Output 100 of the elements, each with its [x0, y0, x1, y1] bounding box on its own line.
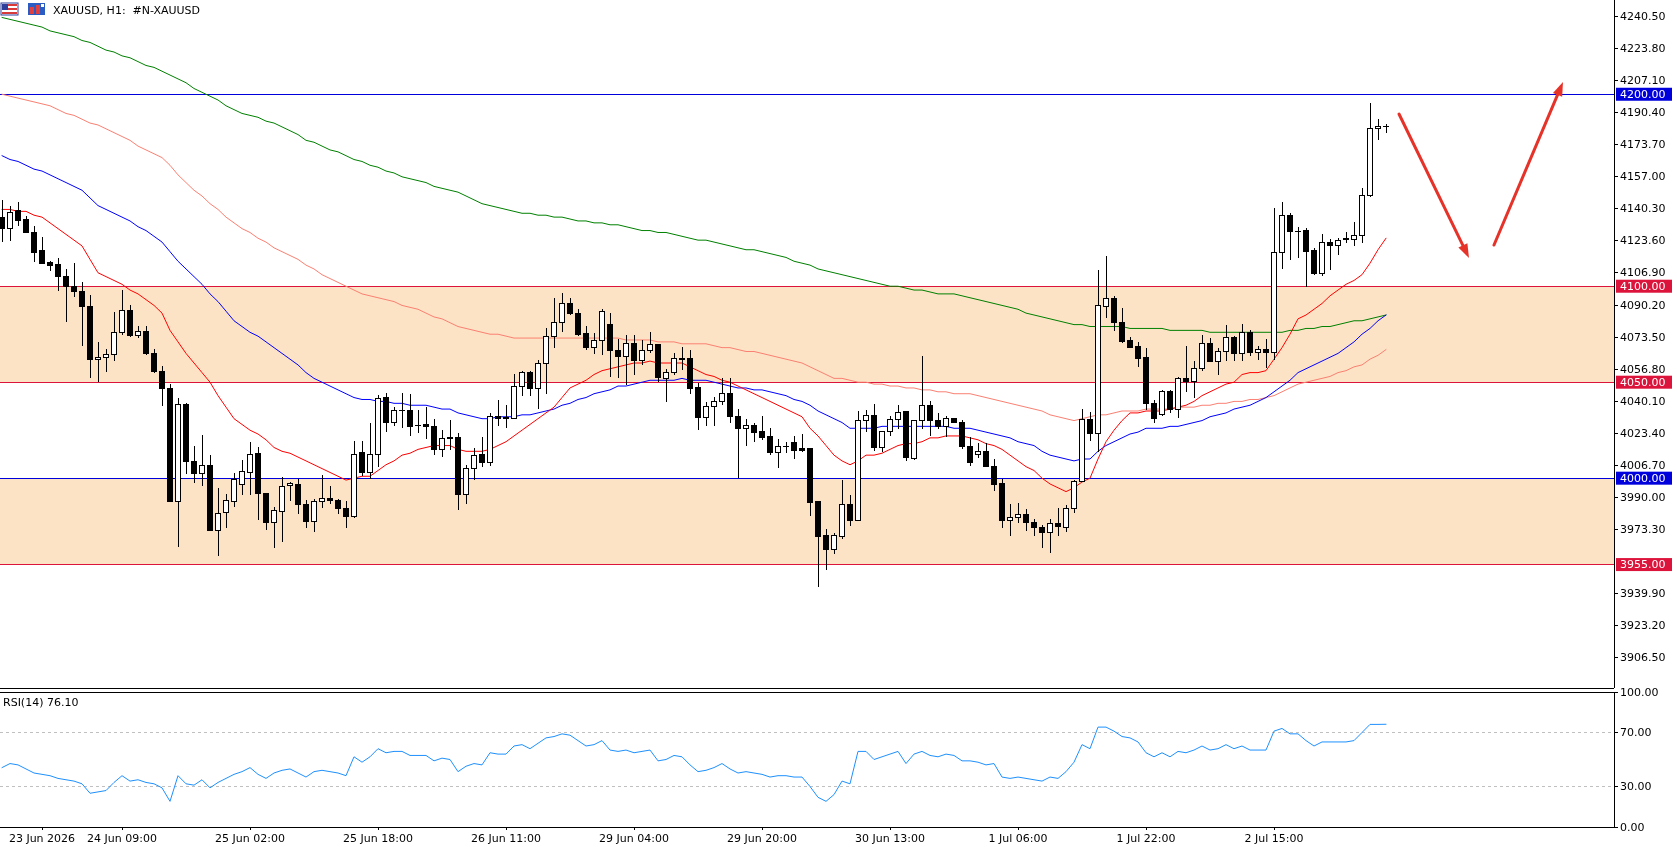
candlestick [967, 436, 973, 467]
candlestick [23, 215, 29, 234]
candlestick [7, 205, 13, 242]
candlestick [1223, 324, 1229, 362]
candlestick [383, 392, 389, 433]
candlestick [599, 308, 605, 356]
candlestick [503, 404, 509, 429]
candlestick [231, 472, 237, 508]
y-tick-label: 100.00 [1620, 685, 1659, 699]
candlestick [39, 236, 45, 265]
candlestick [1239, 323, 1245, 362]
y-tick-label: 4106.90 [1620, 266, 1666, 280]
candlestick [911, 419, 917, 461]
x-tick-label: 25 Jun 18:00 [343, 831, 413, 845]
candlestick [839, 479, 845, 540]
candlestick [359, 440, 365, 477]
ref-line-label: 4100.00 [1620, 279, 1666, 293]
candlestick [1071, 479, 1077, 514]
candlestick [1383, 123, 1389, 134]
candlestick [1231, 335, 1237, 362]
y-tick-label: 4240.50 [1620, 10, 1666, 24]
candlestick [1087, 411, 1093, 442]
candlestick [959, 419, 965, 450]
candlestick [719, 377, 725, 406]
candlestick [295, 478, 301, 515]
line-series [1, 723, 1387, 802]
candlestick [1135, 341, 1141, 368]
candlestick [207, 454, 213, 532]
candlestick [647, 331, 653, 354]
line-series [1, 155, 1387, 462]
candlestick [1055, 507, 1061, 537]
candlestick [1295, 226, 1301, 259]
candlestick [1367, 102, 1373, 198]
candlestick [559, 292, 565, 333]
y-tick-label: 4123.60 [1620, 234, 1666, 248]
candlestick [679, 346, 685, 371]
candlestick [1191, 360, 1197, 399]
candlestick [79, 281, 85, 347]
candlestick [199, 434, 205, 487]
candlestick [751, 422, 757, 443]
candlestick [319, 474, 325, 509]
chart-title: RSI(14) 76.10 [3, 695, 79, 709]
candlestick [0, 199, 5, 243]
candlestick [255, 446, 261, 521]
candlestick [951, 417, 957, 424]
candlestick [1111, 295, 1117, 332]
candlestick [855, 410, 861, 522]
y-tick-label: 3939.90 [1620, 587, 1666, 601]
candlestick [487, 412, 493, 467]
candlestick [575, 308, 581, 337]
y-tick-label: 4207.10 [1620, 74, 1666, 88]
candlestick [127, 304, 133, 338]
candlestick [927, 400, 933, 437]
candlestick [1175, 376, 1181, 419]
candlestick [807, 447, 813, 517]
candlestick [831, 532, 837, 555]
y-tick-label: 4157.00 [1620, 170, 1666, 184]
candlestick [287, 481, 293, 502]
candlestick [639, 339, 645, 366]
candlestick [1143, 347, 1149, 411]
line-series [1, 93, 1387, 422]
candlestick [551, 297, 557, 349]
candlestick [1007, 503, 1013, 537]
candlestick [1199, 334, 1205, 372]
candlestick [15, 201, 21, 227]
y-tick-label: 70.00 [1620, 726, 1652, 739]
candlestick [1215, 347, 1221, 376]
candlestick [743, 418, 749, 447]
candlestick [847, 494, 853, 527]
y-tick-label: 4190.40 [1620, 106, 1666, 120]
y-tick-label: 4023.40 [1620, 426, 1666, 440]
candlestick [511, 373, 517, 420]
y-tick-label: 0.00 [1620, 820, 1645, 834]
x-tick-label: 2 Jul 15:00 [1244, 831, 1304, 845]
candlestick [303, 499, 309, 529]
candlestick [247, 441, 253, 496]
candlestick [455, 432, 461, 511]
candlestick [495, 399, 501, 427]
y-tick-label: 4073.50 [1620, 330, 1666, 344]
candlestick [1279, 201, 1285, 270]
x-tick-label: 26 Jun 11:00 [471, 831, 541, 845]
candlestick [1335, 237, 1341, 256]
candlestick [71, 262, 77, 298]
candlestick [727, 377, 733, 424]
candlestick [191, 445, 197, 484]
candlestick [431, 418, 437, 456]
candlestick [519, 370, 525, 397]
candlestick [823, 528, 829, 571]
candlestick [263, 492, 269, 531]
y-tick-label: 3923.20 [1620, 619, 1666, 633]
x-tick-label: 29 Jun 20:00 [727, 831, 797, 845]
candlestick [151, 348, 157, 374]
candlestick [1167, 389, 1173, 414]
candlestick [1311, 247, 1317, 276]
candlestick [543, 327, 549, 395]
candlestick [991, 458, 997, 492]
candlestick [31, 225, 37, 263]
candlestick [239, 459, 245, 496]
candlestick [983, 442, 989, 468]
y-tick-label: 3906.50 [1620, 651, 1666, 665]
